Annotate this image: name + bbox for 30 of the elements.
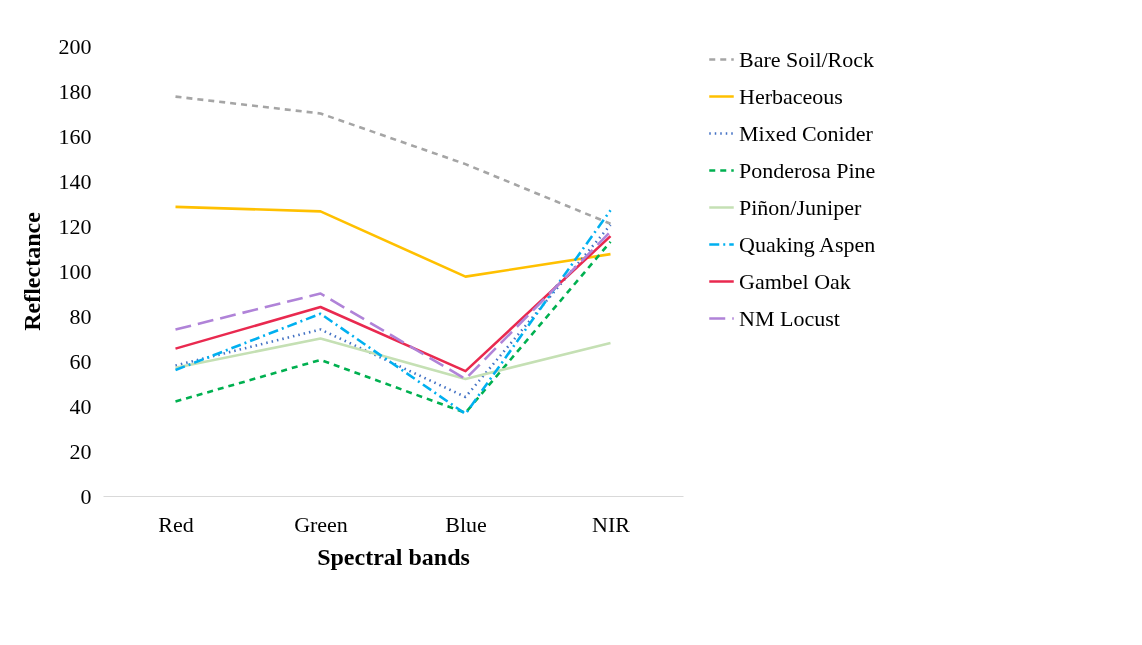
line-series: [174, 240, 612, 415]
y-tick-label: 200: [58, 33, 92, 59]
line-series: [174, 95, 612, 226]
line-series: [174, 337, 612, 381]
y-tick-label: 100: [58, 258, 92, 284]
x-tick-label: Red: [158, 511, 194, 537]
y-tick-label: 120: [58, 213, 92, 239]
y-axis-title: Reflectance: [18, 211, 45, 331]
x-tick-label: NIR: [592, 511, 631, 537]
legend-label: Piñon/Juniper: [739, 194, 862, 220]
legend-label: Quaking Aspen: [739, 231, 876, 257]
legend-label: Bare Soil/Rock: [739, 46, 875, 72]
line-series: [174, 208, 612, 416]
y-tick-label: 40: [69, 393, 92, 419]
y-tick-label: 0: [80, 483, 92, 509]
y-tick-label: 20: [69, 438, 92, 464]
legend-label: Mixed Conider: [739, 120, 874, 146]
legend-label: Herbaceous: [739, 83, 843, 109]
x-tick-label: Green: [294, 511, 348, 537]
legend-label: NM Locust: [739, 305, 840, 331]
y-tick-label: 140: [58, 168, 92, 194]
legend-label: Gambel Oak: [739, 268, 851, 294]
y-tick-label: 160: [58, 123, 92, 149]
x-axis-title: Spectral bands: [317, 543, 470, 570]
legend-label: Ponderosa Pine: [739, 157, 876, 183]
y-tick-label: 60: [69, 348, 92, 374]
y-tick-label: 180: [58, 78, 92, 104]
y-tick-label: 80: [69, 303, 92, 329]
x-tick-label: Blue: [445, 511, 487, 537]
line-series: [174, 205, 612, 278]
